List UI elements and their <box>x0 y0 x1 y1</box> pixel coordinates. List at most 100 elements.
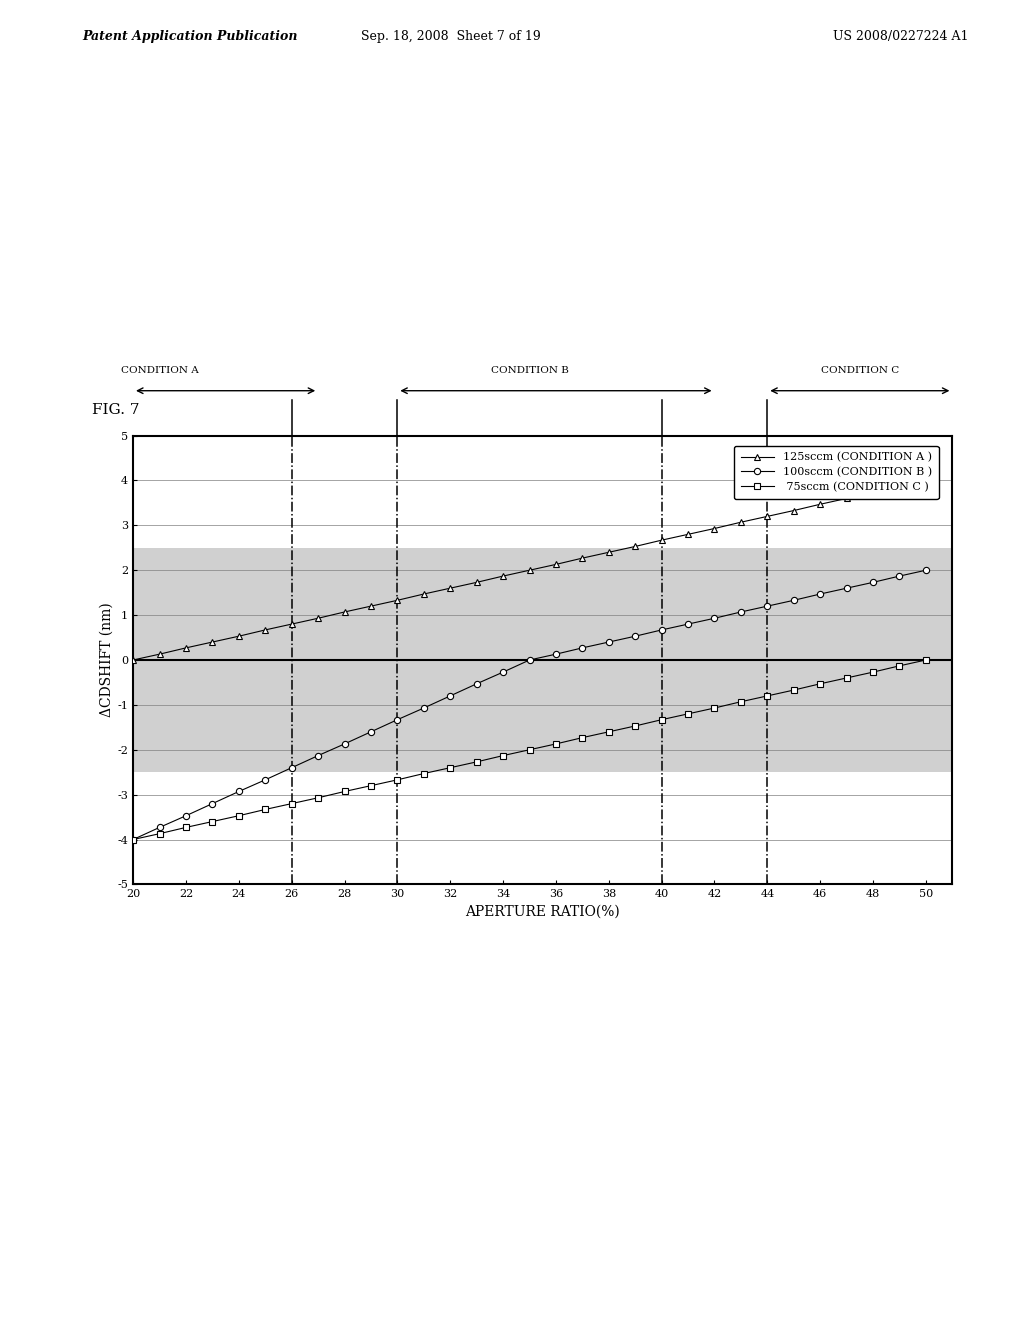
Y-axis label: ΔCDSHIFT (nm): ΔCDSHIFT (nm) <box>99 603 114 717</box>
100sccm (CONDITION B ) <box>577 640 589 656</box>
100sccm (CONDITION B ) <box>418 700 430 715</box>
100sccm (CONDITION B ) <box>338 737 350 752</box>
 75sccm (CONDITION C ) <box>867 664 880 680</box>
125sccm (CONDITION A ) <box>338 605 350 620</box>
Line: 100sccm (CONDITION B ): 100sccm (CONDITION B ) <box>130 568 929 842</box>
 75sccm (CONDITION C ) <box>841 671 853 686</box>
 75sccm (CONDITION C ) <box>259 801 271 817</box>
125sccm (CONDITION A ) <box>603 544 615 560</box>
 75sccm (CONDITION C ) <box>577 730 589 746</box>
125sccm (CONDITION A ) <box>577 550 589 566</box>
125sccm (CONDITION A ) <box>154 647 166 663</box>
Text: Sep. 18, 2008  Sheet 7 of 19: Sep. 18, 2008 Sheet 7 of 19 <box>360 30 541 44</box>
 75sccm (CONDITION C ) <box>629 718 641 734</box>
 75sccm (CONDITION C ) <box>655 711 668 727</box>
125sccm (CONDITION A ) <box>391 593 403 609</box>
100sccm (CONDITION B ) <box>523 652 536 668</box>
125sccm (CONDITION A ) <box>867 484 880 500</box>
100sccm (CONDITION B ) <box>365 723 377 739</box>
125sccm (CONDITION A ) <box>629 539 641 554</box>
125sccm (CONDITION A ) <box>682 527 694 543</box>
125sccm (CONDITION A ) <box>286 616 298 632</box>
Line: 125sccm (CONDITION A ): 125sccm (CONDITION A ) <box>130 478 929 663</box>
125sccm (CONDITION A ) <box>470 574 482 590</box>
125sccm (CONDITION A ) <box>232 628 245 644</box>
125sccm (CONDITION A ) <box>523 562 536 578</box>
125sccm (CONDITION A ) <box>127 652 139 668</box>
125sccm (CONDITION A ) <box>206 634 218 649</box>
 75sccm (CONDITION C ) <box>735 694 748 710</box>
 75sccm (CONDITION C ) <box>418 766 430 781</box>
125sccm (CONDITION A ) <box>259 622 271 638</box>
 75sccm (CONDITION C ) <box>682 706 694 722</box>
125sccm (CONDITION A ) <box>841 491 853 507</box>
100sccm (CONDITION B ) <box>286 760 298 776</box>
125sccm (CONDITION A ) <box>761 508 773 524</box>
100sccm (CONDITION B ) <box>127 832 139 847</box>
Bar <box>133 548 952 772</box>
100sccm (CONDITION B ) <box>312 747 325 763</box>
 75sccm (CONDITION C ) <box>709 700 721 715</box>
 75sccm (CONDITION C ) <box>180 820 193 836</box>
 75sccm (CONDITION C ) <box>497 747 509 763</box>
100sccm (CONDITION B ) <box>470 676 482 692</box>
 75sccm (CONDITION C ) <box>312 789 325 805</box>
125sccm (CONDITION A ) <box>365 598 377 614</box>
100sccm (CONDITION B ) <box>497 664 509 680</box>
100sccm (CONDITION B ) <box>867 574 880 590</box>
125sccm (CONDITION A ) <box>655 532 668 548</box>
100sccm (CONDITION B ) <box>444 688 457 704</box>
Text: CONDITION C: CONDITION C <box>820 366 899 375</box>
100sccm (CONDITION B ) <box>550 647 562 663</box>
100sccm (CONDITION B ) <box>655 622 668 638</box>
 75sccm (CONDITION C ) <box>470 754 482 770</box>
125sccm (CONDITION A ) <box>920 473 932 488</box>
125sccm (CONDITION A ) <box>893 478 905 494</box>
125sccm (CONDITION A ) <box>444 581 457 597</box>
Line:  75sccm (CONDITION C ): 75sccm (CONDITION C ) <box>130 657 929 842</box>
 75sccm (CONDITION C ) <box>365 777 377 793</box>
 75sccm (CONDITION C ) <box>154 826 166 842</box>
Legend: 125sccm (CONDITION A ), 100sccm (CONDITION B ),  75sccm (CONDITION C ): 125sccm (CONDITION A ), 100sccm (CONDITI… <box>734 446 939 499</box>
100sccm (CONDITION B ) <box>735 605 748 620</box>
100sccm (CONDITION B ) <box>259 772 271 788</box>
Text: CONDITION A: CONDITION A <box>121 366 199 375</box>
100sccm (CONDITION B ) <box>629 628 641 644</box>
125sccm (CONDITION A ) <box>418 586 430 602</box>
 75sccm (CONDITION C ) <box>338 784 350 800</box>
100sccm (CONDITION B ) <box>206 796 218 812</box>
125sccm (CONDITION A ) <box>497 568 509 583</box>
100sccm (CONDITION B ) <box>709 610 721 626</box>
 75sccm (CONDITION C ) <box>444 760 457 776</box>
 75sccm (CONDITION C ) <box>893 657 905 673</box>
125sccm (CONDITION A ) <box>787 503 800 519</box>
 75sccm (CONDITION C ) <box>603 723 615 739</box>
125sccm (CONDITION A ) <box>180 640 193 656</box>
125sccm (CONDITION A ) <box>550 557 562 573</box>
Text: FIG. 7: FIG. 7 <box>92 403 139 417</box>
100sccm (CONDITION B ) <box>893 568 905 583</box>
125sccm (CONDITION A ) <box>312 610 325 626</box>
125sccm (CONDITION A ) <box>814 496 826 512</box>
125sccm (CONDITION A ) <box>735 515 748 531</box>
100sccm (CONDITION B ) <box>787 593 800 609</box>
 75sccm (CONDITION C ) <box>814 676 826 692</box>
100sccm (CONDITION B ) <box>841 581 853 597</box>
 75sccm (CONDITION C ) <box>523 742 536 758</box>
 75sccm (CONDITION C ) <box>391 772 403 788</box>
125sccm (CONDITION A ) <box>709 520 721 536</box>
Text: CONDITION B: CONDITION B <box>490 366 568 375</box>
100sccm (CONDITION B ) <box>232 784 245 800</box>
100sccm (CONDITION B ) <box>814 586 826 602</box>
 75sccm (CONDITION C ) <box>232 808 245 824</box>
 75sccm (CONDITION C ) <box>127 832 139 847</box>
Text: US 2008/0227224 A1: US 2008/0227224 A1 <box>834 30 969 44</box>
 75sccm (CONDITION C ) <box>920 652 932 668</box>
100sccm (CONDITION B ) <box>920 562 932 578</box>
 75sccm (CONDITION C ) <box>206 813 218 829</box>
100sccm (CONDITION B ) <box>761 598 773 614</box>
X-axis label: APERTURE RATIO(%): APERTURE RATIO(%) <box>465 904 621 919</box>
 75sccm (CONDITION C ) <box>550 737 562 752</box>
100sccm (CONDITION B ) <box>603 634 615 649</box>
 75sccm (CONDITION C ) <box>286 796 298 812</box>
